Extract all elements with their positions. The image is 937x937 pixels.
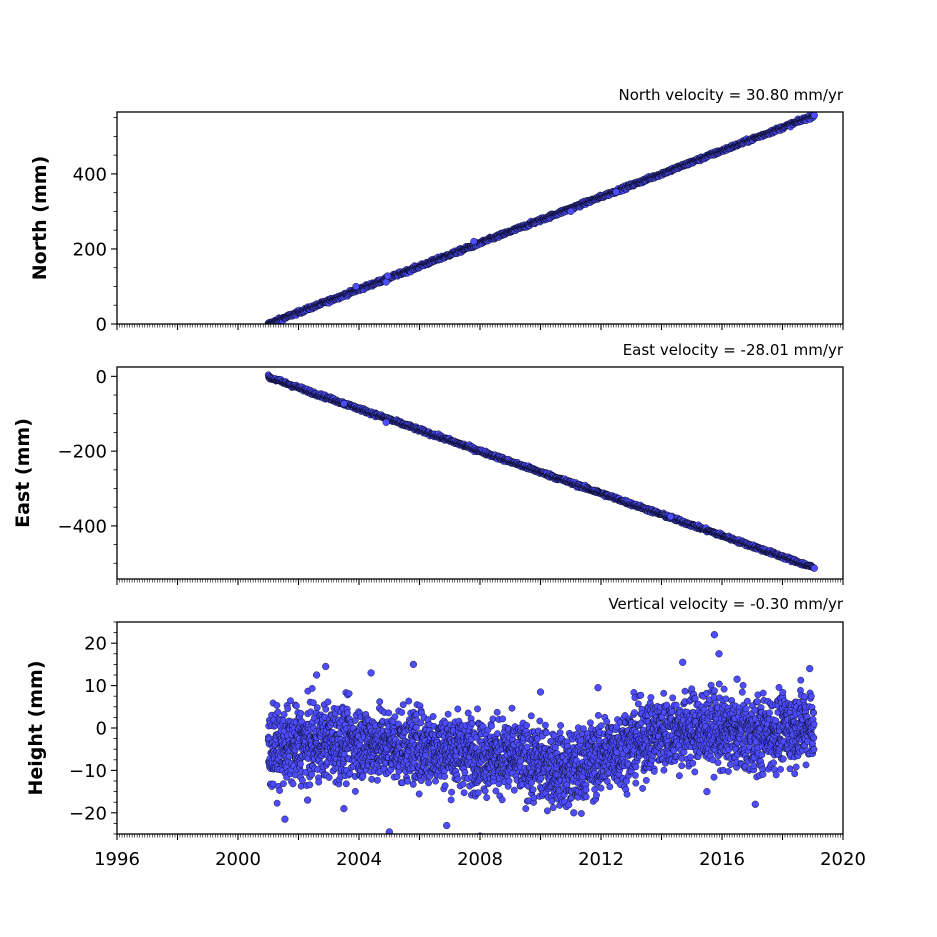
vertical-velocity-title: Vertical velocity = -0.30 mm/yr (608, 595, 843, 613)
height-data-point (296, 760, 304, 768)
height-scatter (264, 631, 818, 834)
height-data-point (425, 779, 432, 787)
height-data-point (468, 720, 476, 727)
height-data-point (404, 777, 411, 785)
north-data-point (382, 278, 390, 286)
north-data-point (612, 188, 620, 196)
height-data-point (398, 709, 406, 716)
height-data-point (459, 780, 467, 788)
east-data-point (340, 400, 348, 408)
east-y-tick-label: −400 (58, 516, 107, 537)
height-data-point (373, 776, 381, 784)
north-y-tick-label: 400 (73, 164, 107, 185)
height-data-point (448, 788, 455, 796)
east-data-point (666, 512, 675, 521)
north-panel: North velocity = 30.80 mm/yr North (mm) … (29, 86, 844, 336)
height-data-point (313, 704, 321, 712)
height-data-point (273, 702, 281, 709)
height-data-point (417, 719, 425, 727)
height-data-point (345, 690, 353, 697)
height-data-point (359, 772, 367, 780)
height-data-point (474, 789, 482, 797)
north-axis-label: North (mm) (29, 156, 51, 281)
north-data-point (810, 112, 818, 119)
height-data-point (274, 708, 282, 716)
east-ticks: −400 −200 0 (58, 367, 844, 585)
east-y-tick-label: −200 (58, 442, 107, 463)
north-axes-frame (116, 111, 844, 325)
height-data-point (441, 773, 448, 780)
height-data-point (454, 705, 462, 713)
height-data-point (391, 713, 399, 721)
north-scatter (264, 112, 818, 324)
height-data-point (322, 705, 330, 713)
east-data-point (810, 564, 818, 572)
height-data-point (368, 775, 376, 783)
east-panel: East velocity = -28.01 mm/yr East (mm) −… (12, 341, 844, 585)
height-data-point (432, 777, 439, 785)
height-data-point (460, 789, 468, 797)
height-data-point (306, 781, 314, 789)
height-data-point (315, 778, 323, 786)
north-y-tick-label: 200 (73, 239, 107, 260)
north-velocity-title: North velocity = 30.80 mm/yr (619, 86, 844, 104)
height-data-point (280, 711, 288, 718)
height-data-point (289, 780, 297, 788)
height-data-point (454, 775, 462, 783)
height-data-point (276, 787, 283, 794)
height-data-point (399, 701, 407, 709)
height-data-point (284, 705, 292, 713)
height-data-point (429, 713, 437, 720)
east-y-tick-label: 0 (96, 367, 107, 388)
height-data-point (325, 774, 333, 781)
north-y-tick-label: 0 (96, 315, 107, 336)
north-data-point (352, 282, 360, 291)
height-data-point (292, 702, 300, 710)
height-data-point (273, 799, 281, 807)
height-axis-label: Height (mm) (25, 660, 47, 795)
height-panel: Vertical velocity = -0.30 mm/yr Height (… (25, 595, 866, 870)
height-data-point (481, 787, 489, 795)
height-data-point (464, 709, 472, 717)
height-data-point (385, 709, 393, 717)
north-data-point (470, 237, 478, 246)
height-data-point (415, 790, 423, 798)
height-data-point (351, 788, 359, 795)
east-scatter (264, 371, 818, 572)
east-axes-frame (116, 366, 844, 580)
height-data-point (461, 769, 469, 776)
east-velocity-title: East velocity = -28.01 mm/yr (623, 341, 844, 359)
north-data-point (567, 207, 575, 216)
height-data-point (343, 709, 351, 717)
height-data-point (297, 709, 305, 717)
height-data-point (298, 777, 306, 784)
north-data-point (384, 272, 392, 280)
east-data-point (382, 418, 390, 426)
height-data-point (409, 781, 417, 788)
east-axis-label: East (mm) (12, 418, 34, 528)
height-data-point (405, 697, 413, 705)
height-data-point (488, 722, 495, 730)
height-data-point (447, 796, 455, 804)
height-data-point (308, 685, 316, 692)
height-data-point (279, 717, 287, 724)
height-data-point (441, 782, 449, 790)
height-data-point (324, 698, 332, 706)
height-data-point (376, 698, 384, 706)
height-data-point (483, 794, 491, 801)
height-data-point (308, 771, 316, 778)
height-data-point (307, 708, 315, 716)
height-data-point (474, 705, 481, 713)
height-data-point (342, 780, 350, 788)
height-data-point (279, 780, 287, 788)
height-data-point (444, 710, 452, 718)
